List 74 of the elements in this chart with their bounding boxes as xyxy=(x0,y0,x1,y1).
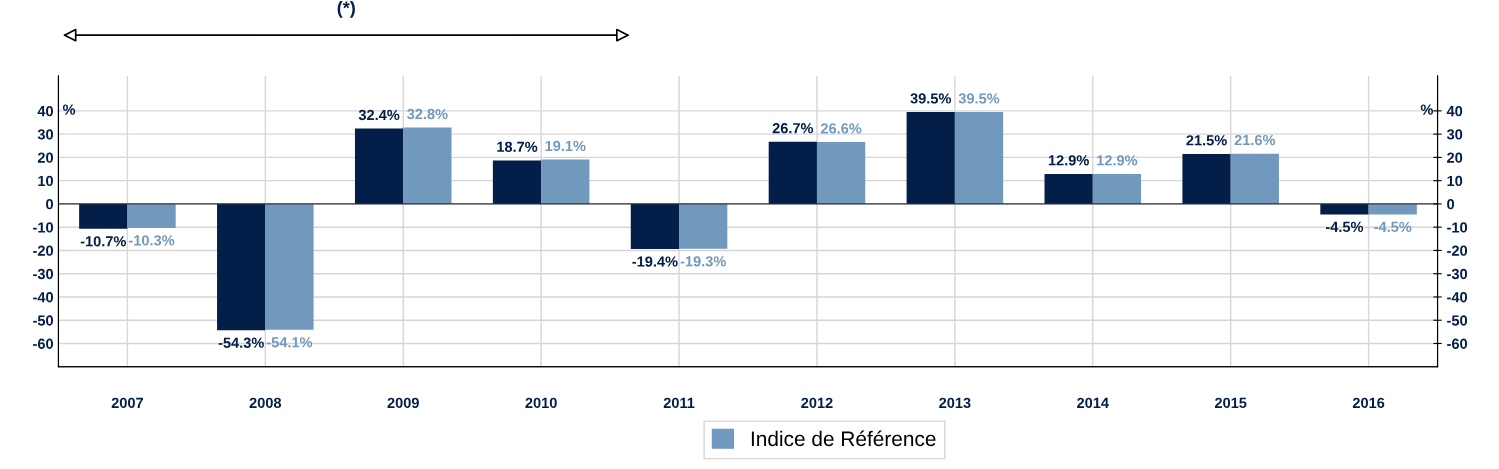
x-tick-label: 2009 xyxy=(387,397,419,409)
x-tick-label: 2010 xyxy=(525,397,557,409)
bar xyxy=(217,203,266,331)
data-label: 18.7% xyxy=(497,141,538,152)
data-label: 32.4% xyxy=(358,109,400,121)
y-tick-label: 20 xyxy=(37,152,53,163)
x-tick-label: 2015 xyxy=(1214,397,1247,409)
bar xyxy=(79,203,128,229)
legend-label: Indice de Référence xyxy=(751,430,936,447)
y2-tick-label: -10 xyxy=(1447,222,1468,233)
data-label: -10.3% xyxy=(129,235,175,246)
data-label: -10.7% xyxy=(80,236,126,247)
bar xyxy=(1182,153,1231,204)
data-label: -4.5% xyxy=(1374,221,1412,233)
y2-tick-label: 30 xyxy=(1446,129,1463,140)
x-tick-label: 2011 xyxy=(663,397,695,409)
bar xyxy=(1092,173,1142,204)
data-label: 26.7% xyxy=(772,123,814,134)
y-axis-title: % xyxy=(62,104,76,115)
data-label: 39.5% xyxy=(910,93,952,104)
y-tick-label: 40 xyxy=(37,105,53,117)
data-label: 19.1% xyxy=(545,140,586,152)
bar xyxy=(679,203,728,249)
data-label: 26.6% xyxy=(820,123,862,134)
data-label: 12.9% xyxy=(1048,155,1089,166)
data-label: 39.5% xyxy=(958,93,1000,104)
data-label: -19.3% xyxy=(680,256,726,267)
bar xyxy=(816,142,866,204)
x-tick-label: 2008 xyxy=(249,397,282,409)
data-label: -54.3% xyxy=(218,337,264,348)
y-tick-label: 30 xyxy=(37,129,53,140)
bar xyxy=(403,127,452,204)
y2-tick-label: 0 xyxy=(1447,199,1455,210)
bar xyxy=(541,159,590,204)
bar xyxy=(1230,153,1279,204)
y2-tick-label: -20 xyxy=(1447,245,1468,256)
y2-tick-label: -30 xyxy=(1447,268,1468,280)
bar xyxy=(954,112,1004,204)
y2-tick-label: 20 xyxy=(1447,152,1463,163)
y-tick-label: 0 xyxy=(46,199,53,210)
y-tick-label: -40 xyxy=(33,292,53,303)
data-label: -54.1% xyxy=(266,337,313,348)
bar xyxy=(492,160,542,204)
data-label: -4.5% xyxy=(1325,221,1364,233)
data-label: 12.9% xyxy=(1097,155,1138,166)
x-tick-label: 2012 xyxy=(801,397,833,409)
bar xyxy=(1044,173,1093,204)
y2-tick-label: 40 xyxy=(1446,105,1463,117)
y2-tick-label: -50 xyxy=(1447,315,1468,326)
y2-axis-title: % xyxy=(1420,104,1434,115)
y2-tick-label: -60 xyxy=(1447,338,1468,349)
y2-tick-label: -40 xyxy=(1447,292,1468,303)
x-tick-label: 2013 xyxy=(939,397,971,409)
data-label: 21.5% xyxy=(1186,135,1227,146)
y-tick-label: -20 xyxy=(33,245,53,256)
y-tick-label: 10 xyxy=(38,175,53,187)
data-label: 21.6% xyxy=(1234,134,1276,146)
bar xyxy=(630,203,680,250)
bar xyxy=(265,203,314,330)
bar xyxy=(906,112,955,204)
bar xyxy=(127,203,176,228)
y2-tick-label: 10 xyxy=(1447,175,1463,187)
data-label: 32.8% xyxy=(407,108,448,120)
x-tick-label: 2014 xyxy=(1077,397,1109,409)
data-label: -19.4% xyxy=(632,256,678,267)
bar xyxy=(768,141,817,204)
y-tick-label: -50 xyxy=(33,315,53,326)
y-tick-label: -10 xyxy=(33,222,53,233)
x-tick-label: 2016 xyxy=(1352,397,1385,409)
y-tick-label: -60 xyxy=(33,338,53,349)
bar xyxy=(354,128,404,204)
text: (*) xyxy=(337,0,355,18)
y-tick-label: -30 xyxy=(33,268,53,280)
x-tick-label: 2007 xyxy=(111,397,143,409)
